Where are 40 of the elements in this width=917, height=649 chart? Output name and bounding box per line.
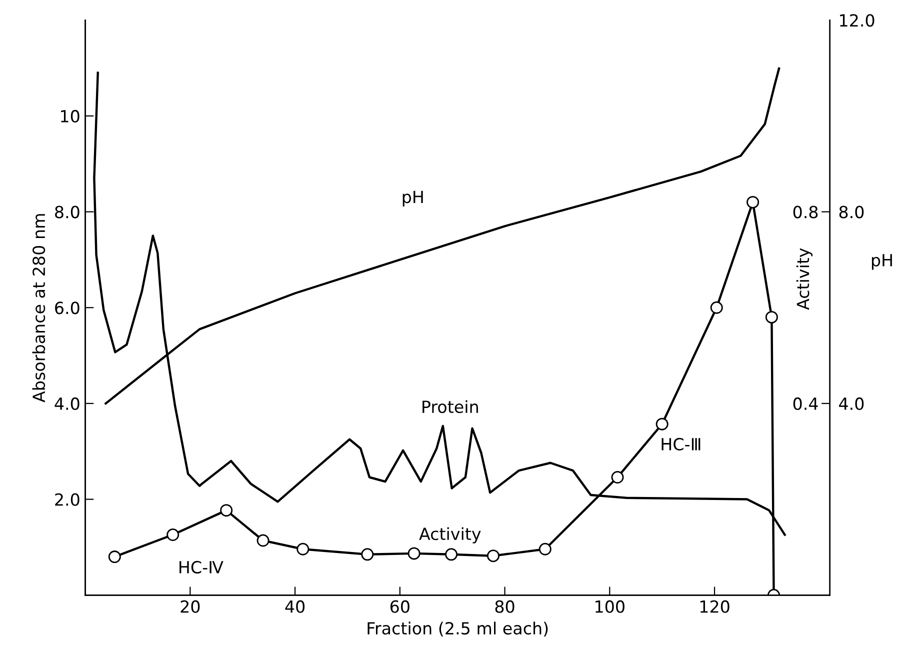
x-tick-label: 80 <box>495 600 514 613</box>
point <box>256 534 270 547</box>
y-tick-label: 10 <box>61 110 80 123</box>
y-axis-title: Absorbance at 280 nm <box>32 214 46 402</box>
annotation: HC-Ⅳ <box>180 560 224 574</box>
x-tick-label: 40 <box>285 600 305 613</box>
series-label: Protein <box>422 400 478 414</box>
x-tick-label: 120 <box>700 600 730 613</box>
y3-tick-label: 4.0 <box>839 397 864 410</box>
x-tick-label: 100 <box>596 600 624 613</box>
point <box>296 542 310 556</box>
point <box>486 550 500 562</box>
text: pH <box>402 190 423 206</box>
point <box>445 548 458 561</box>
y3-axis-title: pH <box>872 254 892 270</box>
point <box>710 301 723 314</box>
x-tick-label: 20 <box>180 600 200 613</box>
y2-tick-label: 0.8 <box>793 206 818 218</box>
y-tick-label: 6.0 <box>55 302 80 314</box>
y3-tick-label: 8.0 <box>839 206 864 218</box>
point <box>746 196 760 208</box>
y-tick-label: 8.0 <box>55 206 80 218</box>
point <box>166 528 180 542</box>
point <box>220 504 233 517</box>
annotation: HC-Ⅲ <box>662 438 700 450</box>
series-label: Activity <box>419 527 481 544</box>
y-tick-label: 2.0 <box>55 493 80 506</box>
point <box>408 547 420 560</box>
y2-axis-title: Activity <box>796 248 813 310</box>
x-tick-label: 60 <box>390 600 410 613</box>
point <box>108 550 121 564</box>
point <box>656 418 668 430</box>
point <box>361 548 374 561</box>
point <box>538 542 552 556</box>
point <box>611 471 624 484</box>
y2-tick-label: 0.4 <box>793 397 818 410</box>
y3-tick-label: 12.0 <box>840 14 874 27</box>
y-tick-label: 4.0 <box>54 397 80 410</box>
x-axis-title: Fraction (2.5 ml each) <box>368 622 548 637</box>
point <box>765 310 778 324</box>
